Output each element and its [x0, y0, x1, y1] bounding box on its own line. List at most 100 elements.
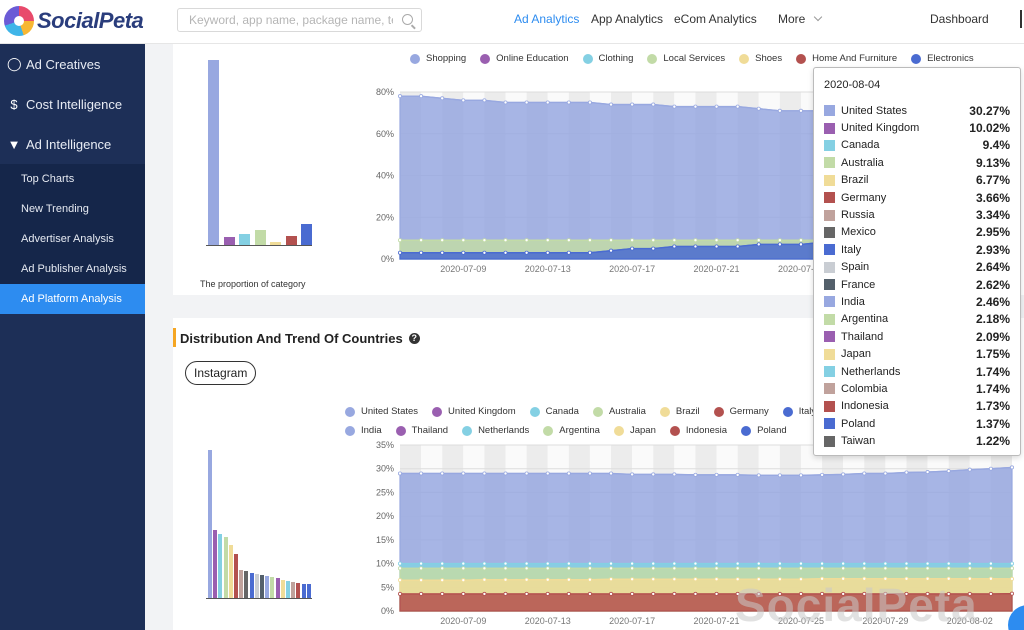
sidebar-item-label: Ad Creatives	[26, 56, 101, 72]
legend-item[interactable]: Australia	[592, 406, 646, 417]
legend-item[interactable]: Poland	[741, 425, 787, 436]
series-point	[798, 566, 803, 571]
nav-ecom-analytics[interactable]: eCom Analytics	[674, 12, 757, 26]
series-point	[735, 244, 740, 249]
series-point	[651, 577, 656, 582]
tooltip-country: Canada	[841, 139, 880, 152]
tooltip-value: 9.4%	[982, 138, 1010, 153]
series-point	[756, 561, 761, 566]
legend-item[interactable]: United States	[345, 406, 418, 417]
floating-action-button[interactable]	[1008, 605, 1024, 630]
series-point	[735, 472, 740, 477]
logo[interactable]: SocialPeta	[4, 5, 144, 37]
tooltip-value: 1.37%	[975, 416, 1010, 431]
legend-item[interactable]: Local Services	[647, 53, 725, 64]
legend-item[interactable]: Canada	[529, 406, 579, 417]
legend-dot-icon	[613, 425, 624, 436]
tooltip-value: 2.64%	[975, 260, 1010, 275]
tooltip-country: Indonesia	[841, 400, 889, 413]
legend-dot-icon	[432, 406, 443, 417]
x-tick-label: 2020-07-17	[609, 264, 655, 274]
help-icon[interactable]: ?	[408, 333, 420, 344]
series-line	[400, 578, 1013, 581]
legend-item[interactable]: Indonesia	[669, 425, 727, 436]
tooltip-value: 10.02%	[969, 121, 1010, 136]
legend-label: Poland	[757, 425, 787, 436]
legend-item[interactable]: Online Education	[480, 53, 569, 64]
mini-bar	[285, 236, 297, 245]
tooltip-country: Brazil	[841, 174, 869, 187]
legend-item[interactable]: Italy	[782, 406, 816, 417]
tooltip-country: Italy	[841, 243, 862, 256]
series-point	[482, 98, 487, 103]
sidebar-subitem-ad-platform-analysis[interactable]: Ad Platform Analysis	[0, 284, 145, 314]
series-point	[440, 250, 445, 255]
sidebar-item-ad-creatives[interactable]: ◯ Ad Creatives	[0, 44, 145, 84]
legend-item[interactable]: Brazil	[659, 406, 700, 417]
series-point	[693, 577, 698, 582]
sidebar-subitem-new-trending[interactable]: New Trending	[0, 194, 145, 224]
series-point	[630, 472, 635, 477]
search-icon[interactable]	[402, 14, 413, 25]
sidebar-subitem-advertiser-analysis[interactable]: Advertiser Analysis	[0, 224, 145, 254]
legend-item[interactable]: United Kingdom	[432, 406, 516, 417]
series-point	[714, 472, 719, 477]
legend-dot-icon	[669, 425, 680, 436]
tooltip-row: France 2.62%	[824, 276, 1010, 293]
series-point	[503, 250, 508, 255]
series-point	[398, 566, 403, 571]
series-point	[587, 100, 592, 105]
legend-dot-icon	[796, 53, 807, 64]
legend-label: Japan	[629, 425, 656, 436]
nav-more[interactable]: More	[778, 12, 823, 26]
color-swatch-icon	[824, 366, 835, 378]
series-point	[714, 566, 719, 571]
legend-item[interactable]: Shopping	[410, 53, 466, 64]
y-tick-label: 40%	[376, 171, 394, 181]
legend-item[interactable]: Shoes	[739, 53, 782, 64]
legend-label: Argentina	[559, 425, 600, 436]
series-point	[1010, 591, 1015, 596]
series-point	[988, 566, 993, 571]
tooltip-country: Germany	[841, 191, 887, 204]
color-swatch-icon	[824, 122, 835, 134]
platform-pill[interactable]: Instagram	[185, 361, 257, 385]
series-point	[630, 246, 635, 251]
search-input[interactable]	[178, 9, 393, 31]
legend-item[interactable]: Electronics	[911, 53, 974, 64]
legend-label: Electronics	[927, 53, 974, 64]
series-point	[967, 566, 972, 571]
sidebar-item-cost-intelligence[interactable]: $ Cost Intelligence	[0, 84, 145, 124]
series-point	[609, 577, 614, 582]
legend-item[interactable]: India	[345, 425, 382, 436]
nav-ad-analytics[interactable]: Ad Analytics	[514, 12, 580, 26]
legend-item[interactable]: Clothing	[582, 53, 633, 64]
nav-app-analytics[interactable]: App Analytics	[591, 12, 664, 26]
legend-item[interactable]: Germany	[713, 406, 769, 417]
series-point	[862, 471, 867, 476]
series-point	[524, 561, 529, 566]
series-point	[820, 472, 825, 477]
series-point	[587, 471, 592, 476]
legend-dot-icon	[345, 406, 355, 417]
y-tick-label: 20%	[376, 511, 394, 521]
sidebar-subitem-ad-publisher-analysis[interactable]: Ad Publisher Analysis	[0, 254, 145, 284]
series-point	[503, 238, 508, 243]
y-tick-label: 60%	[376, 129, 394, 139]
mini-bar	[301, 583, 306, 598]
series-point	[566, 561, 571, 566]
sidebar-item-ad-intelligence[interactable]: ▼ Ad Intelligence	[0, 124, 145, 164]
legend-label: Local Services	[663, 53, 726, 64]
legend-item[interactable]: Thailand	[395, 425, 448, 436]
series-point	[651, 561, 656, 566]
legend-item[interactable]: Home And Furniture	[796, 53, 897, 64]
sidebar-subitem-top-charts[interactable]: Top Charts	[0, 164, 145, 194]
series-point	[630, 566, 635, 571]
legend-item[interactable]: Japan	[613, 425, 656, 436]
legend-item[interactable]: Argentina	[543, 425, 600, 436]
countries-trend-chart[interactable]: 0% 5% 10% 15% 20% 25% 30% 35% 2020-07-09 2020-07-…	[355, 437, 1024, 630]
series-point	[777, 238, 782, 243]
series-point	[672, 591, 677, 596]
nav-dashboard[interactable]: Dashboard	[930, 12, 989, 26]
legend-item[interactable]: Netherlands	[462, 425, 529, 436]
